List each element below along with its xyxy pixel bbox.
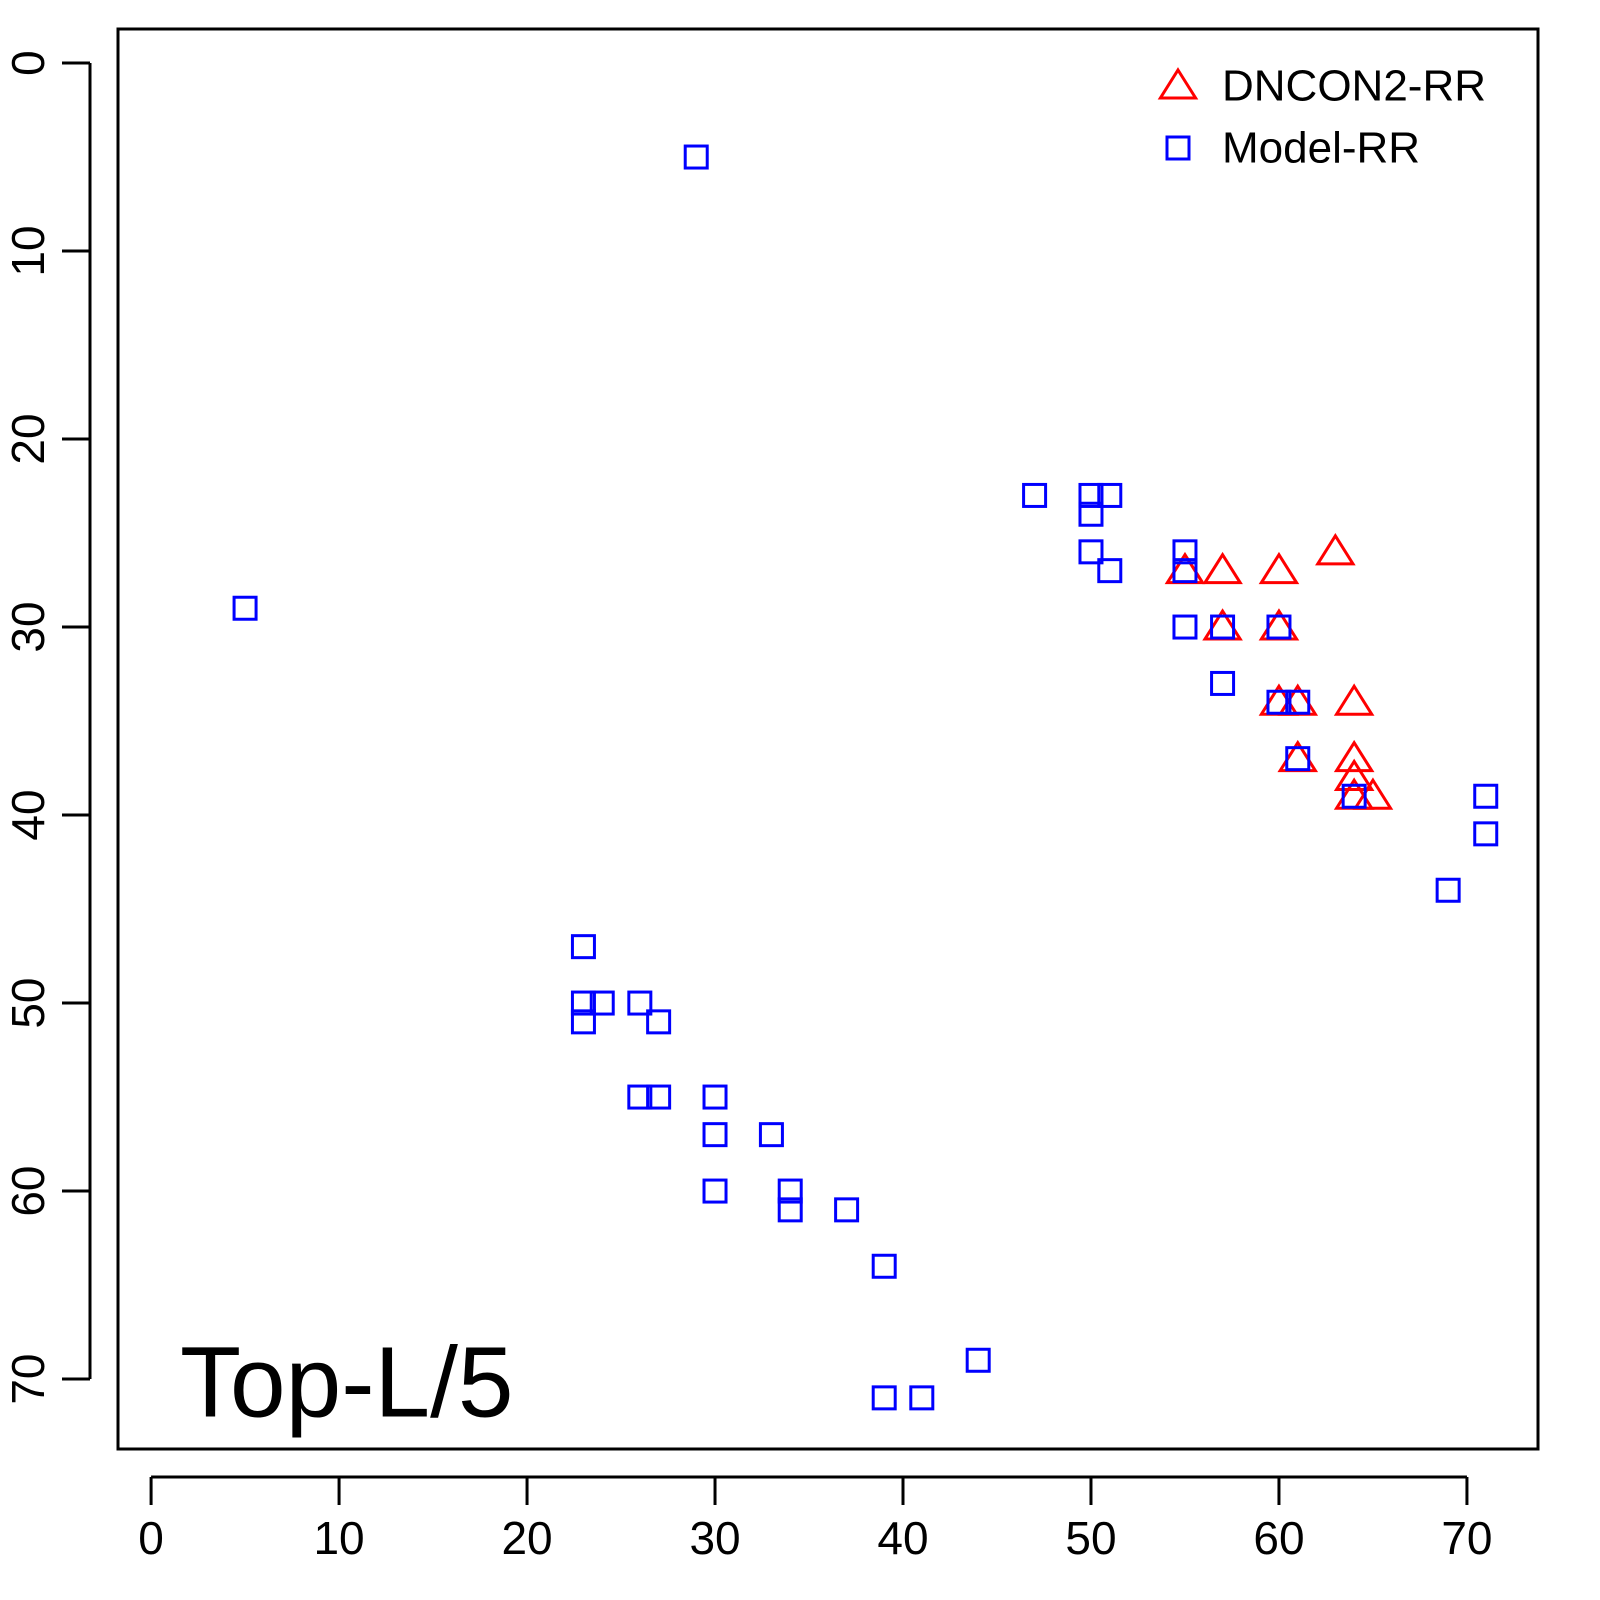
triangle-marker xyxy=(1333,739,1375,773)
square-marker xyxy=(570,934,596,960)
square-marker xyxy=(1210,670,1236,696)
y-tick-label: 60 xyxy=(2,1165,54,1216)
square-marker xyxy=(1022,482,1048,508)
square-marker xyxy=(871,1253,897,1279)
square-marker xyxy=(909,1385,935,1411)
square-marker xyxy=(1172,614,1198,640)
square-marker xyxy=(834,1197,860,1223)
legend-label: DNCON2-RR xyxy=(1222,62,1486,111)
square-marker xyxy=(627,1084,653,1110)
square-marker xyxy=(589,990,615,1016)
x-tick-label: 70 xyxy=(1441,1512,1492,1564)
y-tick-label: 40 xyxy=(2,789,54,840)
square-marker xyxy=(1435,877,1461,903)
square-marker xyxy=(758,1122,784,1148)
square-marker xyxy=(702,1084,728,1110)
square-marker xyxy=(1078,482,1104,508)
square-marker xyxy=(777,1197,803,1223)
y-tick-label: 50 xyxy=(2,977,54,1028)
square-marker xyxy=(871,1385,897,1411)
square-marker xyxy=(627,990,653,1016)
square-marker xyxy=(1172,558,1198,584)
x-tick-label: 0 xyxy=(138,1512,164,1564)
triangle-marker xyxy=(1202,551,1243,585)
square-marker xyxy=(1266,614,1292,640)
square-marker xyxy=(570,1009,596,1035)
y-tick-label: 70 xyxy=(2,1353,54,1404)
square-marker xyxy=(1285,746,1311,772)
triangle-marker xyxy=(1333,758,1375,791)
triangle-marker xyxy=(1315,533,1356,566)
square-marker xyxy=(646,1084,672,1110)
square-marker xyxy=(570,990,596,1016)
y-tick-label: 0 xyxy=(2,50,54,76)
square-marker xyxy=(683,144,709,170)
x-tick-label: 10 xyxy=(313,1512,364,1564)
square-marker xyxy=(1473,783,1499,809)
legend-marker xyxy=(1165,135,1191,161)
legend-marker xyxy=(1157,67,1199,100)
x-tick-label: 60 xyxy=(1253,1512,1304,1564)
square-marker xyxy=(1473,821,1499,847)
square-marker xyxy=(1285,689,1311,715)
square-marker xyxy=(232,595,258,621)
square-marker xyxy=(1078,539,1104,565)
x-tick-label: 20 xyxy=(501,1512,552,1564)
square-marker xyxy=(702,1178,728,1204)
y-tick-label: 30 xyxy=(2,601,54,652)
y-tick-label: 20 xyxy=(2,413,54,464)
square-marker xyxy=(1172,539,1198,565)
x-tick-label: 50 xyxy=(1065,1512,1116,1564)
square-marker xyxy=(1097,558,1123,584)
y-tick-label: 10 xyxy=(2,225,54,276)
square-marker xyxy=(1266,689,1292,715)
square-marker xyxy=(1210,614,1236,640)
annotation: Top-L/5 xyxy=(180,1326,514,1438)
square-marker xyxy=(965,1347,991,1373)
x-tick-label: 30 xyxy=(689,1512,740,1564)
square-marker xyxy=(1341,783,1367,809)
square-marker xyxy=(777,1178,803,1204)
legend-label: Model-RR xyxy=(1222,124,1420,173)
square-marker xyxy=(1097,482,1123,508)
square-marker xyxy=(646,1009,672,1035)
square-marker xyxy=(702,1122,728,1148)
triangle-marker xyxy=(1333,683,1375,716)
triangle-marker xyxy=(1258,551,1300,585)
x-tick-label: 40 xyxy=(877,1512,928,1564)
plot-frame xyxy=(116,27,1540,1451)
square-marker xyxy=(1078,501,1104,527)
